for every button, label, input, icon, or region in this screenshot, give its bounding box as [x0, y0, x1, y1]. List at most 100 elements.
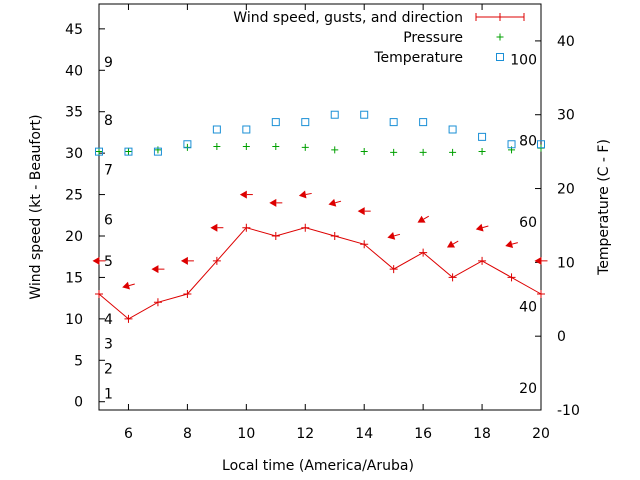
y-left-tick-label: 5	[74, 353, 83, 369]
temperature-point	[448, 125, 457, 134]
x-tick-label: 10	[237, 426, 255, 442]
wind-speed-point	[537, 290, 545, 298]
wind-direction-arrowhead	[446, 240, 456, 248]
temperature-point	[389, 118, 398, 127]
temperature-point	[478, 132, 487, 141]
wind-direction-arrowhead	[417, 215, 426, 223]
beaufort-label: 4	[104, 312, 113, 328]
temperature-point	[419, 118, 428, 127]
x-tick-label: 12	[296, 426, 314, 442]
x-tick-label: 18	[473, 426, 491, 442]
y-left-tick-label: 0	[74, 395, 83, 411]
series-layer	[92, 110, 548, 323]
wind-direction-arrowhead	[387, 232, 396, 240]
wind-direction-arrowhead	[92, 256, 100, 265]
beaufort-label: 7	[104, 163, 113, 179]
beaufort-label: 8	[104, 113, 113, 129]
pressure-point	[154, 146, 162, 154]
fahrenheit-label: 80	[519, 134, 537, 150]
fahrenheit-label: 20	[519, 381, 537, 397]
legend-sample-pressure	[496, 33, 504, 41]
legend-label-pressure: Pressure	[403, 30, 463, 46]
wind-speed-point	[242, 223, 251, 232]
temperature-point	[124, 147, 133, 156]
plot-frame-group	[98, 3, 542, 411]
temperature-point	[212, 125, 221, 134]
wind-direction-arrowhead	[357, 207, 365, 216]
x-tick-label: 16	[414, 426, 432, 442]
y-right-tick-label: 30	[557, 108, 575, 124]
beaufort-label: 5	[104, 254, 113, 270]
y-left-tick-label: 10	[65, 312, 83, 328]
wind-speed-point	[330, 232, 339, 240]
y-axis-left-label: Wind speed (kt - Beaufort)	[28, 114, 44, 299]
y-left-tick-label: 40	[65, 63, 83, 79]
wind-direction-arrow	[305, 192, 312, 195]
wind-direction-arrowhead	[239, 190, 247, 199]
wind-speed-point	[153, 298, 162, 307]
wind-speed-point	[448, 273, 457, 282]
temperature-point	[242, 125, 251, 134]
x-tick-label: 14	[355, 426, 373, 442]
temperature-point	[330, 110, 339, 119]
legend-sample-temperature	[496, 53, 504, 61]
y-right-tick-label: 10	[557, 255, 575, 271]
wind-direction-arrowhead	[269, 198, 277, 207]
pressure-point	[242, 143, 250, 151]
temperature-point	[360, 110, 369, 119]
wind-speed-point	[124, 314, 133, 323]
legend: Wind speed, gusts, and direction Pressur…	[233, 10, 525, 66]
wind-speed-point	[212, 256, 221, 265]
ticks-layer: 6 8 10 12 14 16 18 20051015202530354045-1001020…	[65, 4, 580, 442]
wind-speed-point	[183, 290, 192, 298]
wind-direction-arrowhead	[122, 281, 130, 290]
wind-direction-arrow	[452, 240, 459, 245]
beaufort-label: 9	[104, 55, 113, 71]
wind-direction-arrowhead	[298, 190, 307, 199]
x-tick-label: 20	[532, 426, 550, 442]
y-right-tick-label: 20	[557, 182, 575, 198]
y-right-tick-label: 40	[557, 34, 575, 50]
temperature-point	[507, 140, 516, 149]
temperature-point	[95, 147, 103, 156]
pressure-point	[124, 147, 132, 155]
pressure-point	[272, 143, 280, 151]
beaufort-label: 1	[104, 386, 113, 402]
beaufort-label: 6	[104, 212, 113, 228]
y-right-tick-label: -10	[557, 403, 580, 419]
pressure-point	[301, 143, 309, 151]
wind-direction-arrowhead	[505, 240, 514, 249]
y-left-tick-label: 15	[65, 270, 83, 286]
x-tick-label: 6	[124, 426, 133, 442]
y-left-tick-label: 35	[65, 105, 83, 121]
wind-direction-arrowhead	[475, 223, 484, 232]
temperature-point	[153, 147, 162, 156]
y-left-tick-label: 30	[65, 146, 83, 162]
fahrenheit-label: 40	[519, 300, 537, 316]
temperature-point	[271, 118, 280, 127]
wind-direction-arrow	[394, 233, 401, 237]
wind-direction-arrowhead	[210, 223, 218, 232]
temperature-point	[183, 140, 192, 149]
pressure-point	[360, 147, 368, 155]
wind-speed-point	[419, 248, 428, 257]
x-tick-label: 8	[183, 426, 192, 442]
y-left-tick-label: 20	[65, 229, 83, 245]
pressure-point	[213, 143, 221, 151]
wind-speed-point	[95, 290, 103, 298]
x-axis-label: Local time (America/Aruba)	[222, 458, 414, 474]
wind-speed-line	[98, 227, 542, 320]
y-left-tick-label: 25	[65, 188, 83, 204]
wind-direction-arrowhead	[180, 256, 188, 265]
wind-speed-point	[507, 273, 516, 282]
legend-label-wind: Wind speed, gusts, and direction	[233, 10, 463, 26]
fahrenheit-label: 100	[510, 52, 537, 68]
temperature-point	[537, 140, 545, 149]
pressure-point	[419, 148, 427, 156]
wind-speed-point	[301, 223, 310, 232]
legend-sample-wind-markers	[475, 13, 525, 21]
wind-speed-point	[360, 240, 369, 249]
y-axis-right-label: Temperature (C - F)	[596, 139, 612, 276]
pressure-point	[390, 148, 398, 156]
y-right-tick-label: 0	[557, 329, 566, 345]
